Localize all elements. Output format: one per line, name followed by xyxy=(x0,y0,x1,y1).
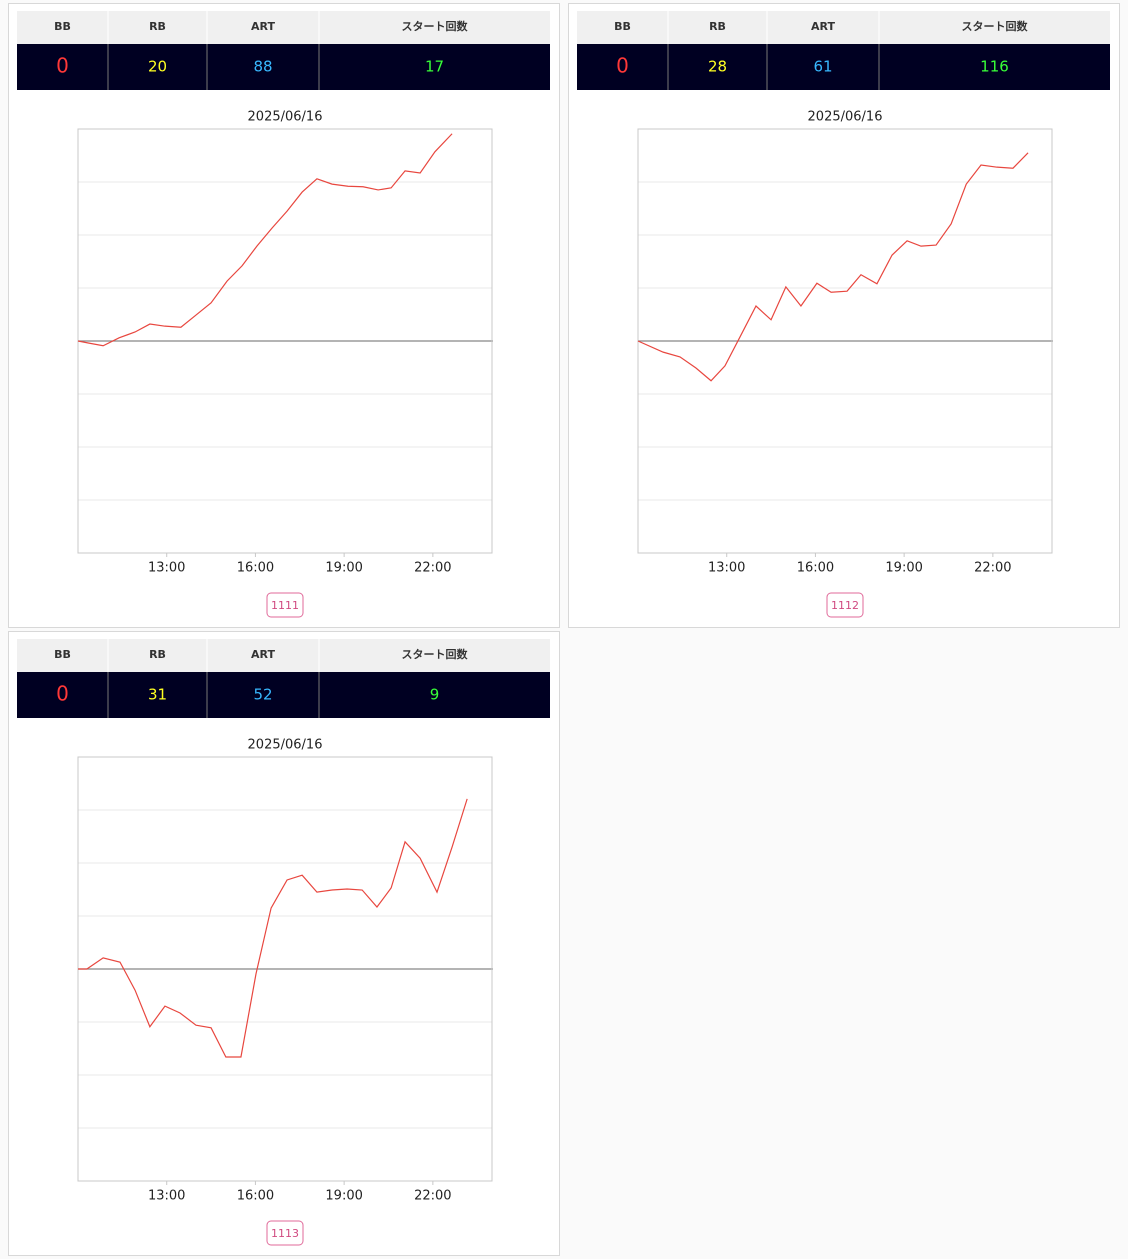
value-cell: 88 xyxy=(253,58,272,76)
chart-title: 2025/06/16 xyxy=(248,110,323,125)
machine-button[interactable] xyxy=(826,592,864,618)
table-value-bg xyxy=(17,44,550,90)
value-cell: 20 xyxy=(148,58,167,76)
x-tick-label: 19:00 xyxy=(885,561,922,576)
chart-title: 2025/06/16 xyxy=(808,110,883,125)
machine-button-label[interactable]: 1113 xyxy=(271,1227,299,1240)
series-line xyxy=(78,798,468,1058)
header-cell: スタート回数 xyxy=(402,647,469,661)
x-tick-label: 13:00 xyxy=(148,561,185,576)
value-cell: 17 xyxy=(425,58,444,76)
x-tick-label: 19:00 xyxy=(325,1189,362,1204)
chart-title: 2025/06/16 xyxy=(248,738,323,753)
x-tick-label: 22:00 xyxy=(974,561,1011,576)
x-tick-label: 22:00 xyxy=(414,561,451,576)
x-tick-label: 16:00 xyxy=(237,561,274,576)
value-cell: 9 xyxy=(430,686,440,704)
value-cell: 31 xyxy=(148,686,167,704)
machine-button-label[interactable]: 1111 xyxy=(271,599,299,612)
machine-button[interactable] xyxy=(266,1220,304,1246)
header-cell: スタート回数 xyxy=(402,19,469,33)
header-cell: RB xyxy=(149,648,166,661)
table-value-bg xyxy=(577,44,1110,90)
x-tick-label: 13:00 xyxy=(708,561,745,576)
table-header-bg xyxy=(17,11,550,44)
table-header-bg xyxy=(577,11,1110,44)
panel-svg: BB 0 RB 28 ART 61 スタート回数 116 2025/06/16 13:00 16:0… xyxy=(577,11,1110,618)
panel-svg: BB 0 RB 31 ART 52 スタート回数 9 2025/06/16 13:00 16:00 1… xyxy=(17,639,550,1246)
header-cell: BB xyxy=(54,20,71,33)
x-tick-label: 16:00 xyxy=(237,1189,274,1204)
machine-button-label[interactable]: 1112 xyxy=(831,599,859,612)
x-tick-label: 19:00 xyxy=(325,561,362,576)
panel: BB 0 RB 20 ART 88 スタート回数 17 2025/06/16 13:00 16:00… xyxy=(8,3,560,628)
value-cell: 0 xyxy=(56,54,69,78)
panel-svg: BB 0 RB 20 ART 88 スタート回数 17 2025/06/16 13:00 16:00… xyxy=(17,11,550,618)
value-cell: 116 xyxy=(980,58,1009,76)
panel: BB 0 RB 31 ART 52 スタート回数 9 2025/06/16 13:00 16:00 1… xyxy=(8,631,560,1256)
header-cell: ART xyxy=(251,20,275,33)
header-cell: ART xyxy=(811,20,835,33)
value-cell: 52 xyxy=(253,686,272,704)
x-tick-label: 13:00 xyxy=(148,1189,185,1204)
header-cell: BB xyxy=(614,20,631,33)
series-line xyxy=(77,133,453,347)
x-tick-label: 16:00 xyxy=(797,561,834,576)
header-cell: RB xyxy=(709,20,726,33)
value-cell: 28 xyxy=(708,58,727,76)
header-cell: BB xyxy=(54,648,71,661)
machine-button[interactable] xyxy=(266,592,304,618)
x-tick-label: 22:00 xyxy=(414,1189,451,1204)
table-header-bg xyxy=(17,639,550,672)
value-cell: 0 xyxy=(616,54,629,78)
header-cell: RB xyxy=(149,20,166,33)
header-cell: ART xyxy=(251,648,275,661)
value-cell: 61 xyxy=(813,58,832,76)
header-cell: スタート回数 xyxy=(962,19,1029,33)
table-value-bg xyxy=(17,672,550,718)
series-line xyxy=(637,152,1029,382)
value-cell: 0 xyxy=(56,682,69,706)
panel: BB 0 RB 28 ART 61 スタート回数 116 2025/06/16 13:00 16:0… xyxy=(568,3,1120,628)
